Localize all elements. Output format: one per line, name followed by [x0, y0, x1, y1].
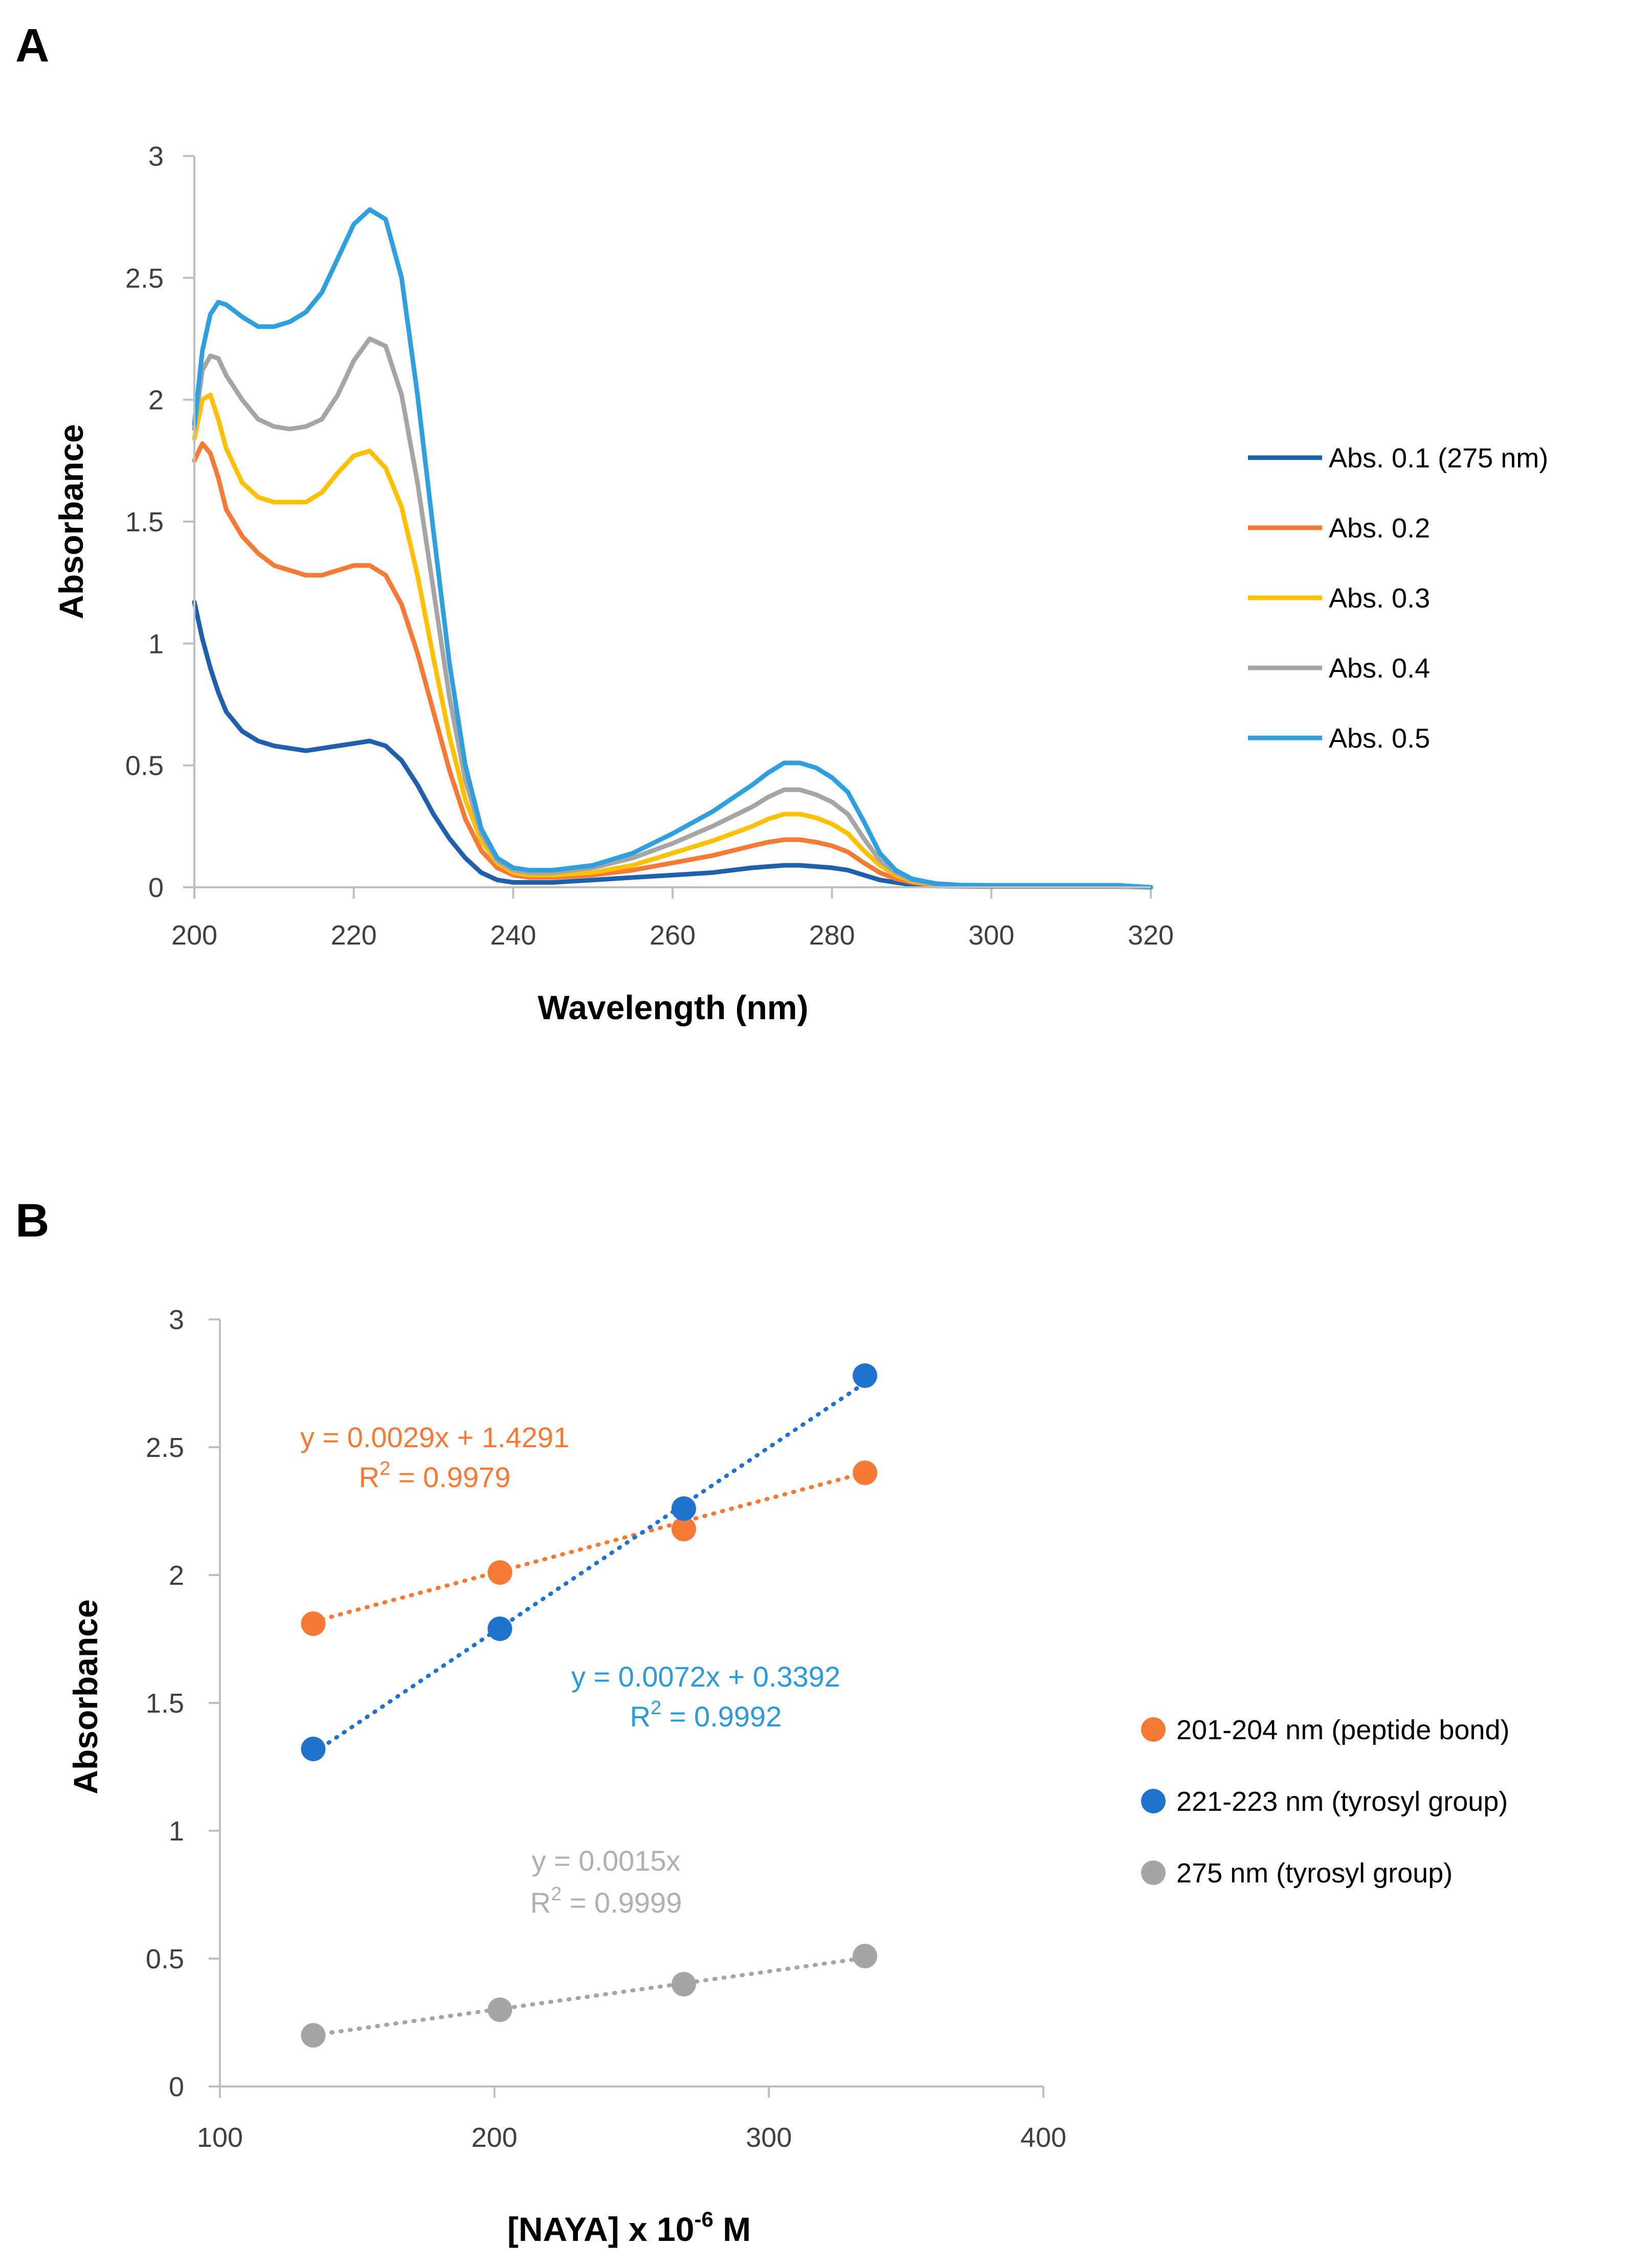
chart-b-legend-label: 201-204 nm (peptide bond): [1176, 1715, 1509, 1745]
chart-a-x-tick-label: 240: [490, 920, 536, 951]
chart-a-series-line-3: [192, 392, 1153, 890]
r2-peptide-value: = 0.9979: [390, 1461, 510, 1493]
chart-b-point-series-2: [671, 1496, 696, 1521]
chart-b-x-label-exponent: -6: [694, 2207, 713, 2231]
chart-a-y-tick-label: 0.5: [125, 751, 164, 781]
chart-b-point-series-3: [671, 1972, 696, 1996]
chart-b-trendline-3: [311, 1956, 867, 2037]
chart-a-x-tick-label: 260: [650, 920, 696, 951]
chart-b-x-label-unit: M: [713, 2210, 751, 2248]
chart-b-x-tick-label: 200: [472, 2122, 518, 2153]
r2-peptide-label: R: [359, 1461, 379, 1493]
chart-b-point-series-1: [671, 1517, 696, 1541]
chart-a-y-tick-label: 0: [148, 872, 164, 903]
chart-a-series-line-4: [192, 336, 1153, 890]
chart-a-legend-label: Abs. 0.2: [1329, 513, 1430, 544]
chart-a-series-line-5: [192, 207, 1153, 890]
chart-a-y-tick-label: 1.5: [125, 507, 164, 537]
equation-peptide: y = 0.0029x + 1.4291: [300, 1421, 569, 1453]
chart-b-legend-marker: [1141, 1717, 1166, 1742]
chart-b-legend-label: 221-223 nm (tyrosyl group): [1176, 1786, 1508, 1817]
r2-tyrosyl-221-value: = 0.9992: [661, 1700, 781, 1733]
chart-a-y-tick-label: 1: [148, 628, 164, 659]
chart-a-y-tick-label: 3: [148, 141, 164, 172]
chart-b-point-series-1: [301, 1611, 326, 1636]
chart-a-x-tick-label: 220: [331, 920, 377, 951]
chart-b-y-tick-label: 1: [169, 1816, 184, 1847]
chart-b-y-tick-label: 1.5: [146, 1688, 184, 1719]
chart-b-x-label-main: [NAYA] x 10: [507, 2210, 695, 2248]
chart-b-point-series-2: [487, 1616, 512, 1641]
chart-a-y-tick-label: 2.5: [125, 263, 164, 294]
chart-a-legend-label: Abs. 0.3: [1329, 583, 1430, 614]
chart-b-y-tick-label: 2: [169, 1560, 184, 1591]
equation-tyrosyl-221: y = 0.0072x + 0.3392: [571, 1660, 840, 1693]
chart-b-x-tick-label: 100: [197, 2122, 243, 2153]
chart-b-point-series-2: [301, 1737, 326, 1761]
chart-b-x-tick-label: 400: [1020, 2122, 1066, 2153]
chart-a-legend-label: Abs. 0.1 (275 nm): [1329, 443, 1548, 474]
r2-tyrosyl-275: R2 = 0.9999: [530, 1883, 682, 1919]
chart-b-y-tick-label: 0.5: [146, 1944, 184, 1974]
chart-a-x-tick-label: 300: [968, 920, 1014, 951]
chart-b-legend-marker: [1141, 1860, 1166, 1885]
r2-tyrosyl-275-value: = 0.9999: [562, 1887, 682, 1919]
r2-tyrosyl-221-label: R: [630, 1700, 651, 1733]
chart-b-point-series-3: [301, 2023, 326, 2048]
chart-a-legend-label: Abs. 0.5: [1329, 723, 1430, 754]
chart-b-legend-marker: [1141, 1789, 1166, 1813]
chart-a-legend-label: Abs. 0.4: [1329, 653, 1430, 684]
chart-b-y-tick-label: 0: [169, 2072, 184, 2102]
chart-a: 0 0.5 1 1.5 2 2.5 3 200 220 240 260 280 300 320 Abso…: [52, 141, 1548, 1026]
chart-b-legend-label: 275 nm (tyrosyl group): [1176, 1858, 1453, 1889]
panel-label-b: B: [15, 1195, 49, 1247]
chart-b-point-series-1: [853, 1461, 878, 1485]
r2-tyrosyl-275-label: R: [530, 1887, 551, 1919]
chart-b-trendline-1: [311, 1470, 867, 1624]
chart-a-x-tick-label: 280: [809, 920, 855, 951]
chart-a-x-label: Wavelength (nm): [538, 989, 808, 1026]
chart-a-series-line-2: [192, 441, 1153, 890]
chart-b-point-series-3: [487, 1997, 512, 2022]
chart-a-x-tick-label: 320: [1128, 920, 1174, 951]
chart-b-point-series-3: [853, 1944, 878, 1968]
chart-a-series-line-1: [192, 599, 1153, 890]
chart-b-y-label: Absorbance: [66, 1599, 104, 1794]
chart-b: 0 0.5 1 1.5 2 2.5 3 100 200 300 400 Absorbance [N…: [66, 1305, 1509, 2248]
equation-tyrosyl-275: y = 0.0015x: [531, 1845, 680, 1877]
r2-peptide: R2 = 0.9979: [359, 1458, 511, 1493]
chart-b-point-series-1: [487, 1560, 512, 1585]
panel-label-a: A: [15, 19, 49, 72]
chart-a-y-tick-label: 2: [148, 385, 164, 416]
chart-b-x-label: [NAYA] x 10-6 M: [507, 2207, 751, 2248]
chart-b-y-tick-label: 2.5: [146, 1432, 184, 1463]
chart-a-x-tick-label: 200: [171, 920, 217, 951]
chart-b-x-tick-label: 300: [746, 2122, 792, 2153]
chart-b-y-tick-label: 3: [169, 1305, 184, 1335]
r2-tyrosyl-221: R2 = 0.9992: [630, 1697, 782, 1733]
chart-b-trendline-2: [311, 1381, 867, 1755]
chart-a-y-label: Absorbance: [52, 424, 90, 619]
chart-b-point-series-2: [853, 1363, 878, 1388]
